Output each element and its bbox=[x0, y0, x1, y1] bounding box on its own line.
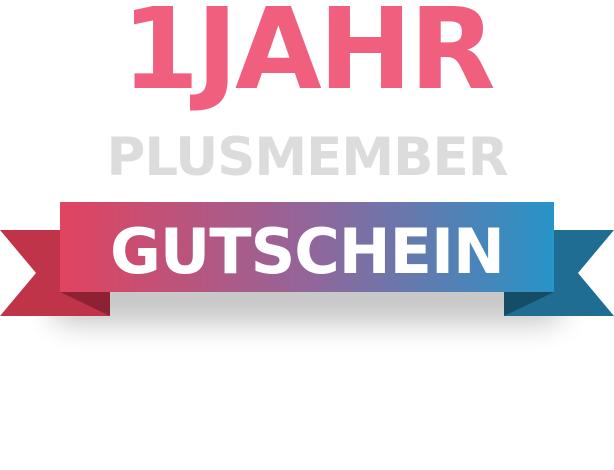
ribbon-tail-right-fold bbox=[504, 292, 554, 316]
ribbon-label-gutschein: GUTSCHEIN bbox=[110, 215, 505, 288]
ribbon-tail-left-fold bbox=[60, 292, 110, 316]
headline-1-jahr: 1JAHR bbox=[121, 0, 495, 115]
subline-plusmember: PLUSMEMBER bbox=[106, 127, 508, 188]
ribbon-band bbox=[60, 202, 554, 292]
